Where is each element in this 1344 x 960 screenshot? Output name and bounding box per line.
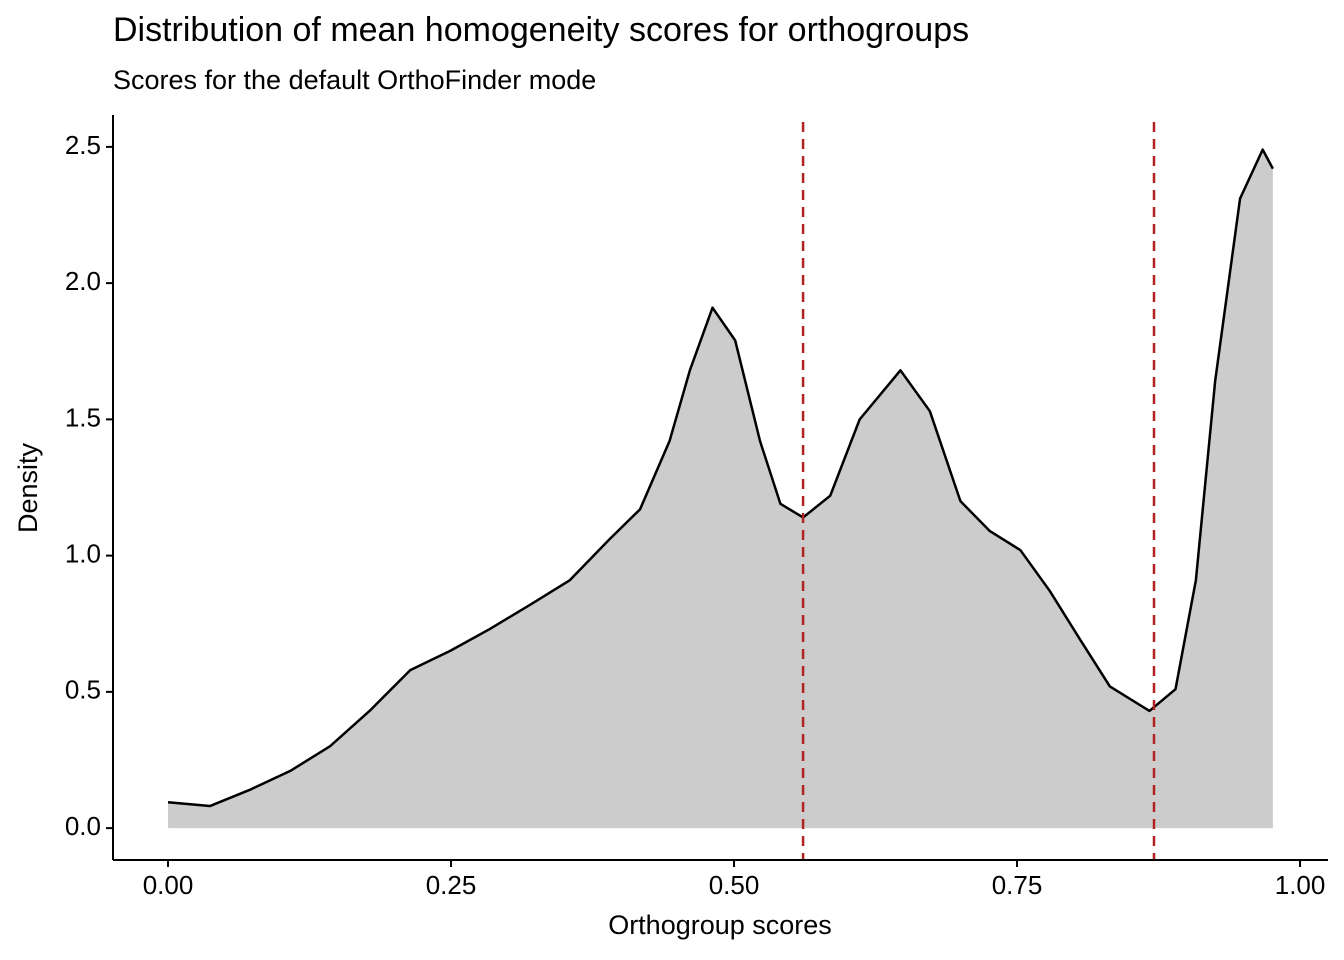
x-tick-label: 1.00 — [1275, 870, 1326, 900]
x-tick-label: 0.75 — [992, 870, 1043, 900]
y-tick-label: 0.5 — [65, 675, 101, 705]
y-tick-label: 2.0 — [65, 266, 101, 296]
x-tick-label: 0.00 — [143, 870, 194, 900]
x-axis-title: Orthogroup scores — [608, 910, 832, 940]
density-area — [168, 149, 1273, 829]
x-tick-label: 0.25 — [426, 870, 477, 900]
y-tick-label: 1.5 — [65, 402, 101, 432]
y-tick-label: 0.0 — [65, 811, 101, 841]
y-tick-label: 1.0 — [65, 538, 101, 568]
x-tick-label: 0.50 — [709, 870, 760, 900]
chart-subtitle: Scores for the default OrthoFinder mode — [113, 65, 596, 95]
density-line — [167, 148, 1274, 808]
y-axis-title: Density — [13, 442, 43, 533]
y-tick-label: 2.5 — [65, 130, 101, 160]
chart-title: Distribution of mean homogeneity scores … — [113, 11, 969, 49]
